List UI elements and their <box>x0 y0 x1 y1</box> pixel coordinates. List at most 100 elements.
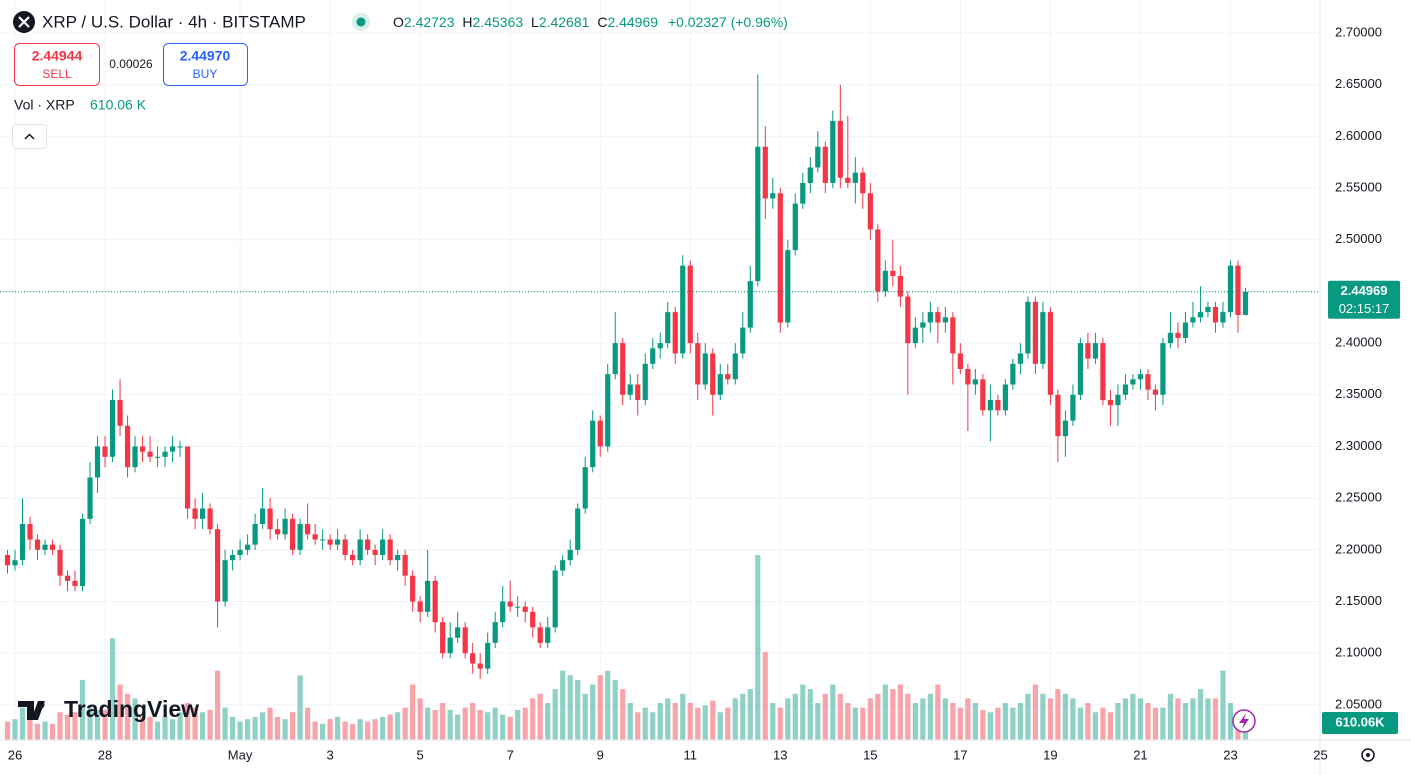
volume-bar <box>417 698 423 740</box>
candle-body <box>717 374 723 395</box>
candle-body <box>830 120 836 183</box>
candle-body <box>800 182 806 204</box>
volume-bar <box>342 721 348 740</box>
y-tick-label: 2.25000 <box>1335 490 1382 505</box>
candle-body <box>64 575 71 581</box>
x-tick-label: 13 <box>773 747 787 762</box>
volume-bar <box>365 721 371 740</box>
buy-button[interactable] <box>163 43 248 86</box>
volume-bar <box>537 693 543 740</box>
volume-bar <box>612 679 618 740</box>
candle-body <box>1115 394 1121 406</box>
candle-body <box>462 627 468 654</box>
candle-body <box>237 549 243 555</box>
candle-body <box>920 322 926 328</box>
volume-bar <box>942 698 948 740</box>
candle-body <box>275 529 281 535</box>
volume-bar <box>222 707 228 740</box>
volume-bar <box>139 716 146 740</box>
volume-bar <box>1077 707 1084 740</box>
volume-bar <box>762 652 768 740</box>
volume-bar <box>1137 698 1144 740</box>
candle-body <box>860 172 866 194</box>
volume-bar <box>1190 698 1196 740</box>
candle-body <box>1190 317 1196 323</box>
candle-body <box>1152 389 1159 395</box>
x-tick-label: 21 <box>1133 747 1147 762</box>
volume-bar <box>687 703 693 740</box>
candle-body <box>965 368 971 385</box>
x-tick-label: 5 <box>417 747 424 762</box>
settings-icon[interactable] <box>1361 748 1375 762</box>
candle-body <box>139 446 146 452</box>
candle-body <box>477 663 483 669</box>
ohlc-label: O <box>393 14 404 30</box>
volume-bar <box>290 712 296 740</box>
volume-bar <box>1160 707 1166 740</box>
volume-bar <box>64 714 71 740</box>
candle-body <box>1212 306 1219 323</box>
candle-layer <box>4 74 1249 680</box>
volume-bar <box>935 684 941 740</box>
volume-bar <box>672 703 678 740</box>
volume-bar <box>530 698 536 740</box>
volume-bar <box>1017 703 1023 740</box>
candle-body <box>785 250 791 323</box>
candle-body <box>169 446 176 452</box>
candle-body <box>199 508 206 519</box>
collapse-button[interactable] <box>12 124 47 149</box>
volume-bar <box>305 707 311 740</box>
candle-body <box>1205 306 1211 313</box>
candle-body <box>665 312 671 344</box>
candle-body <box>1040 312 1046 364</box>
volume-bar <box>620 689 626 740</box>
ohlc-label: L <box>531 14 539 30</box>
volume-bar <box>830 684 836 740</box>
volume-bar <box>657 703 663 740</box>
candle-body <box>432 580 438 623</box>
volume-bar <box>214 670 221 740</box>
volume-bar <box>755 555 761 740</box>
volume-bar <box>882 684 888 740</box>
candle-body <box>350 555 356 561</box>
candle-body <box>417 601 423 612</box>
candle-body <box>395 555 401 561</box>
volume-bar <box>1175 698 1181 740</box>
volume-bar <box>229 716 236 740</box>
volume-bar <box>927 693 933 740</box>
candle-body <box>267 508 273 530</box>
candle-body <box>507 601 513 607</box>
sell-button[interactable] <box>14 43 100 86</box>
volume-bar <box>447 709 453 740</box>
candle-body <box>1085 343 1091 359</box>
y-tick-label: 2.10000 <box>1335 645 1382 660</box>
candle-body <box>57 549 63 576</box>
candle-body <box>1130 379 1136 385</box>
candle-body <box>927 312 933 323</box>
volume-bar <box>912 703 918 740</box>
candle-body <box>282 518 288 535</box>
volume-bar <box>575 679 581 740</box>
volume-bar <box>815 703 821 740</box>
candle-body <box>950 317 956 354</box>
candle-body <box>1175 332 1181 338</box>
buy-price: 2.44970 <box>180 48 231 64</box>
candle-body <box>177 446 183 448</box>
volume-bar <box>1212 698 1219 740</box>
ohlc-label: C <box>597 14 607 30</box>
volume-bar <box>395 712 401 740</box>
candle-body <box>244 544 251 550</box>
candle-body <box>695 343 701 385</box>
status-dot <box>356 17 366 27</box>
candle-body <box>575 508 581 550</box>
ohlc-label: H <box>462 14 472 30</box>
candle-body <box>222 560 228 602</box>
y-tick-label: 2.65000 <box>1335 76 1382 91</box>
volume-bar <box>545 703 551 740</box>
volume-bar <box>1100 707 1106 740</box>
candle-body <box>582 467 588 509</box>
candle-body <box>530 611 536 628</box>
candle-body <box>845 177 851 183</box>
last-price-box <box>1328 280 1400 319</box>
volume-bar <box>372 719 378 740</box>
